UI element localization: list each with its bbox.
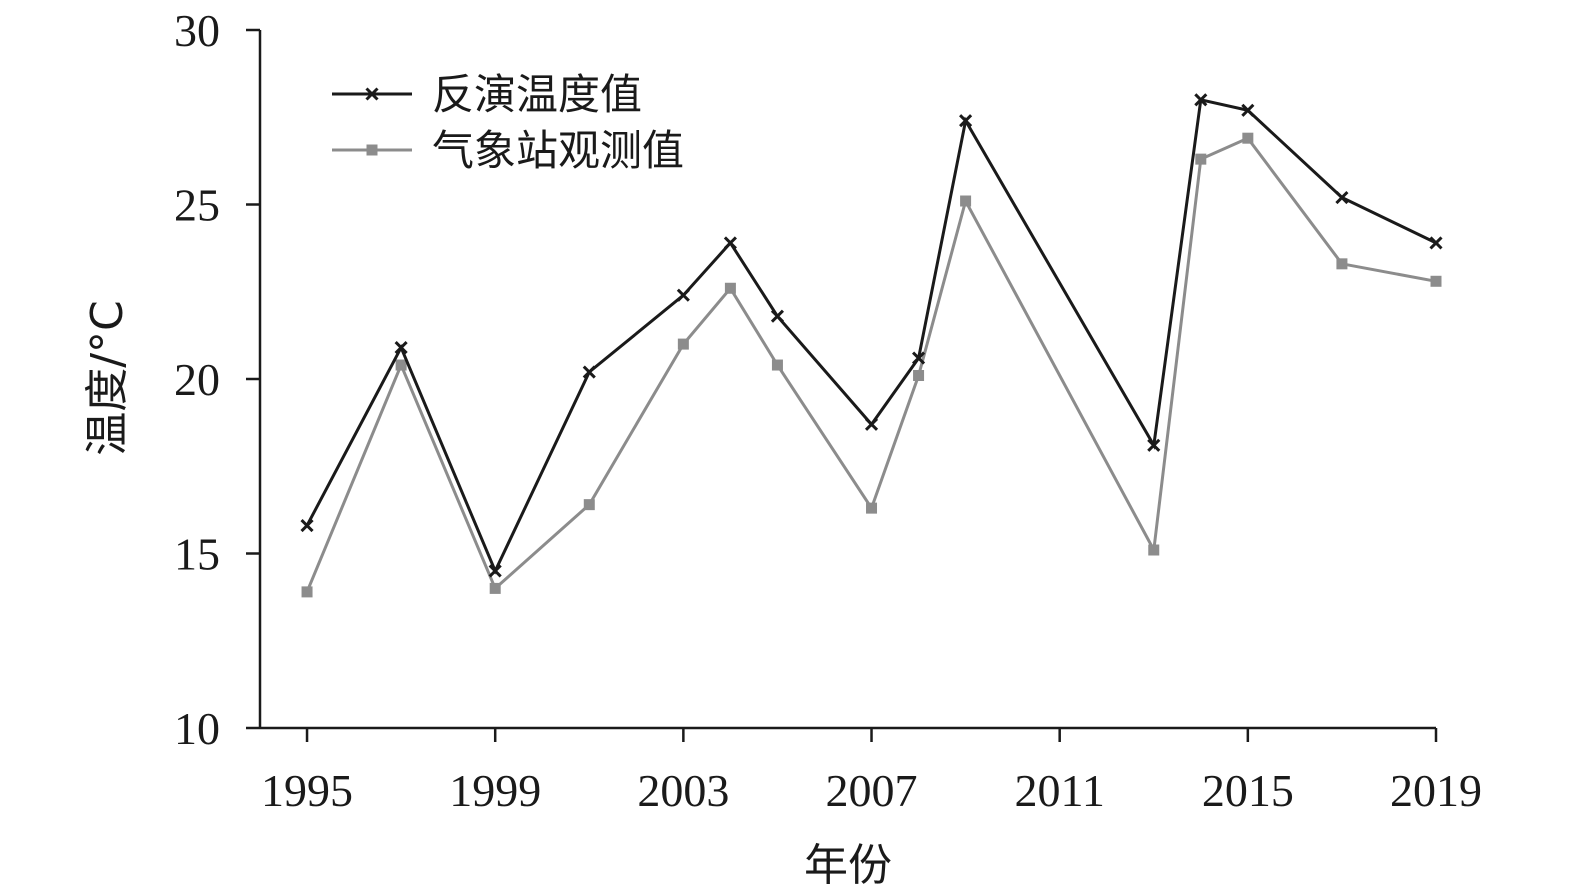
y-tick-label: 10 — [174, 703, 220, 754]
point-station — [489, 582, 501, 594]
point-station — [301, 586, 313, 598]
point-station — [1148, 544, 1160, 556]
x-tick-label: 2019 — [1390, 765, 1482, 816]
x-tick-label: 1999 — [449, 765, 541, 816]
point-station — [724, 282, 736, 294]
x-tick-label: 2007 — [826, 765, 918, 816]
y-tick-label: 25 — [174, 180, 220, 231]
point-retrieval — [959, 114, 973, 128]
point-retrieval — [723, 236, 737, 250]
x-tick-label: 2003 — [637, 765, 729, 816]
point-station — [395, 359, 407, 371]
point-retrieval — [1147, 438, 1161, 452]
point-station — [677, 338, 689, 350]
point-station — [1195, 153, 1207, 165]
x-tick-label: 1995 — [261, 765, 353, 816]
legend-entry-station: 气象站观测值 — [332, 126, 684, 175]
legend-marker — [366, 144, 378, 156]
y-tick-label: 20 — [174, 354, 220, 405]
point-station — [583, 499, 595, 511]
point-retrieval — [1194, 93, 1208, 107]
x-tick-label: 2011 — [1015, 765, 1105, 816]
x-tick-label: 2015 — [1202, 765, 1294, 816]
point-station — [771, 359, 783, 371]
y-tick-label: 15 — [174, 529, 220, 580]
point-retrieval — [1241, 103, 1255, 117]
point-retrieval — [394, 341, 408, 355]
point-retrieval — [1429, 236, 1443, 250]
y-tick-label: 30 — [174, 5, 220, 56]
x-axis-title: 年份 — [804, 840, 892, 891]
point-retrieval — [582, 365, 596, 379]
point-retrieval — [864, 417, 879, 431]
point-retrieval — [1335, 190, 1349, 205]
point-retrieval — [300, 519, 314, 533]
legend-marker — [365, 87, 379, 101]
point-retrieval — [488, 564, 502, 578]
point-station — [866, 502, 878, 514]
legend-label: 反演温度值 — [432, 70, 642, 119]
point-retrieval — [676, 288, 690, 302]
series-layer — [300, 93, 1443, 598]
point-station — [1336, 258, 1348, 270]
y-axis-title: 温度/°C — [82, 300, 133, 456]
ticks: 10 15 20 25 30 1995 1999 2003 2007 2011 2015 2019 — [174, 5, 1482, 816]
point-station — [1430, 275, 1442, 287]
legend-entry-retrieval: 反演温度值 — [332, 70, 642, 119]
point-station — [1242, 132, 1254, 144]
legend-label: 气象站观测值 — [432, 126, 684, 175]
point-retrieval — [911, 351, 926, 365]
point-retrieval — [770, 309, 785, 323]
point-station — [960, 195, 972, 207]
point-station — [913, 370, 925, 382]
